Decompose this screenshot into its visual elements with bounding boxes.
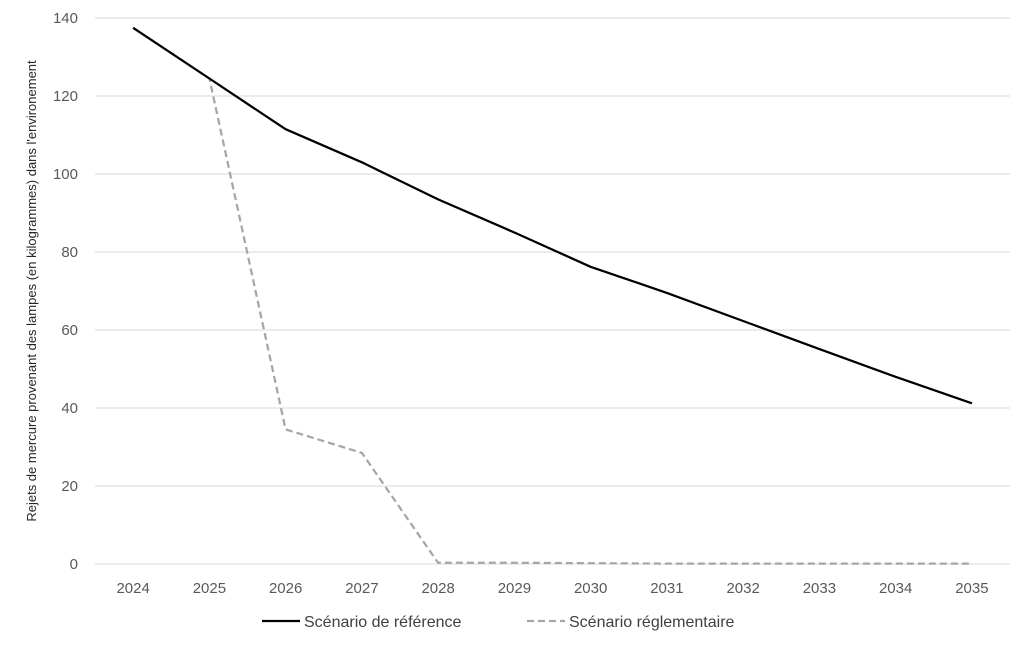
x-tick-label: 2031 — [650, 580, 683, 597]
y-tick-label: 100 — [53, 166, 78, 183]
x-tick-label: 2034 — [879, 580, 912, 597]
x-tick-label: 2029 — [498, 580, 531, 597]
x-tick-label: 2025 — [193, 580, 226, 597]
x-tick-label: 2024 — [116, 580, 149, 597]
y-tick-label: 40 — [61, 400, 78, 417]
legend-label: Scénario de référence — [304, 614, 462, 631]
legend-label: Scénario réglementaire — [569, 614, 735, 631]
x-tick-label: 2030 — [574, 580, 607, 597]
y-axis-label: Rejets de mercure provenant des lampes (… — [24, 60, 39, 522]
legend: Scénario de référence Scénario réglementa… — [262, 614, 735, 631]
x-tick-label: 2028 — [421, 580, 454, 597]
x-tick-label: 2035 — [955, 580, 988, 597]
y-tick-label: 120 — [53, 88, 78, 105]
gridlines — [95, 17, 1010, 565]
series-line-2 — [132, 26, 972, 565]
y-axis-ticks: 0 20 40 60 80 100 120 140 — [53, 10, 78, 573]
x-tick-label: 2027 — [345, 580, 378, 597]
x-tick-label: 2026 — [269, 580, 302, 597]
y-tick-label: 140 — [53, 10, 78, 27]
series-lines — [132, 26, 973, 565]
x-tick-label: 2032 — [726, 580, 759, 597]
y-tick-label: 60 — [61, 322, 78, 339]
x-axis: 2024 2025 2026 2027 2028 2029 2030 2031 2032 2033… — [95, 563, 1010, 597]
series-line-1 — [132, 26, 973, 405]
x-tick-label: 2033 — [803, 580, 836, 597]
y-tick-label: 80 — [61, 244, 78, 261]
y-tick-label: 20 — [61, 478, 78, 495]
y-tick-label: 0 — [70, 556, 78, 573]
